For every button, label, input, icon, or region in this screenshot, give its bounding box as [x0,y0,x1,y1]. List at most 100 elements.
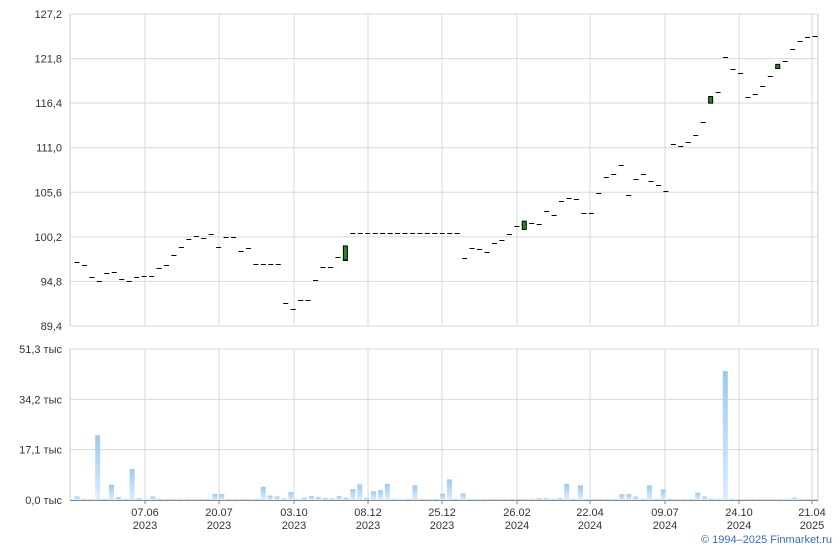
price-candle [776,64,780,68]
volume-bar [399,499,404,500]
x-tick-label-year: 2025 [800,520,824,532]
volume-bar [716,499,721,500]
volume-bar [544,498,549,500]
volume-bar [764,499,769,500]
volume-bar [150,496,155,500]
volume-bar [509,499,514,500]
volume-bar [226,499,231,500]
price-tick-label: 111,0 [36,143,62,155]
volume-bar [143,499,148,500]
volume-bar [88,499,93,500]
copyright-credit[interactable]: © 1994–2025 Finmarket.ru [701,534,832,546]
volume-bar [744,499,749,500]
volume-bar [419,499,424,500]
volume-bar [233,499,238,500]
volume-bar [626,494,631,500]
x-tick-label-year: 2023 [356,520,380,532]
volume-bar [447,479,452,500]
price-tick-label: 89,4 [41,321,62,333]
x-tick-label-date: 24.10 [725,507,753,519]
volume-bar [309,496,314,500]
volume-bar [468,499,473,500]
volume-bar [661,489,666,500]
volume-bar [675,499,680,500]
volume-bar [564,484,569,500]
x-tick-label-year: 2024 [653,520,677,532]
price-tick-label: 100,2 [34,232,62,244]
volume-bar [571,499,576,500]
volume-bar [385,484,390,500]
volume-bar [592,499,597,500]
volume-bar [799,499,804,500]
volume-bar [102,499,107,500]
x-tick-label-date: 07.06 [131,507,159,519]
volume-bar [281,499,286,500]
price-tick-label: 116,4 [35,98,62,110]
volume-bar [157,499,162,500]
volume-bar [640,499,645,500]
volume-bar [585,499,590,500]
volume-bar [302,498,307,500]
volume-bar [606,499,611,500]
x-tick-label-date: 26.02 [503,507,531,519]
volume-bar [633,496,638,500]
volume-bar [523,499,528,500]
volume-bar [350,489,355,500]
volume-bar [178,499,183,500]
x-tick-label-year: 2024 [727,520,751,532]
volume-bar [647,485,652,500]
volume-bar [364,498,369,500]
price-candle [343,246,347,260]
x-tick-label-year: 2023 [207,520,231,532]
volume-bar [206,499,211,500]
volume-bar [378,490,383,500]
x-tick-label-year: 2024 [578,520,602,532]
volume-bar [537,498,542,500]
volume-bar [709,499,714,500]
x-tick-label-date: 03.10 [280,507,308,519]
volume-bar [750,499,755,500]
volume-bar [481,499,486,500]
volume-bar [357,484,362,500]
x-tick-label-year: 2023 [133,520,157,532]
volume-bar [254,499,259,500]
volume-bar [702,496,707,500]
x-tick-label-date: 09.07 [651,507,679,519]
volume-bar [212,494,217,500]
volume-bar [275,496,280,500]
volume-bar [219,494,224,500]
volume-bar [268,496,273,500]
volume-bar [619,494,624,500]
volume-bar [371,491,376,500]
volume-bar [681,499,686,500]
price-tick-label: 94,8 [41,276,62,288]
volume-bar [475,499,480,500]
volume-bar [578,485,583,500]
volume-bar [288,492,293,500]
volume-bar [612,499,617,500]
volume-bar [488,499,493,500]
price-tick-label: 127,2 [34,9,62,21]
volume-bar [737,499,742,500]
volume-bar [164,499,169,500]
volume-bar [323,498,328,500]
volume-bar [109,485,114,500]
volume-bar [392,499,397,500]
volume-bar [116,497,121,500]
x-tick-label-date: 22.04 [576,507,604,519]
price-candle [522,221,526,229]
volume-bar [668,499,673,500]
volume-bar [337,496,342,500]
volume-bar [557,498,562,500]
volume-bar [530,499,535,500]
price-tick-label: 121,8 [34,54,62,66]
volume-bar [316,497,321,500]
volume-tick-label: 17,1 тыс [19,445,62,457]
volume-bar [730,499,735,500]
x-tick-label-year: 2023 [430,520,454,532]
volume-bar [792,498,797,500]
volume-bar [688,499,693,500]
x-tick-label-date: 20.07 [205,507,233,519]
volume-bar [75,496,80,500]
